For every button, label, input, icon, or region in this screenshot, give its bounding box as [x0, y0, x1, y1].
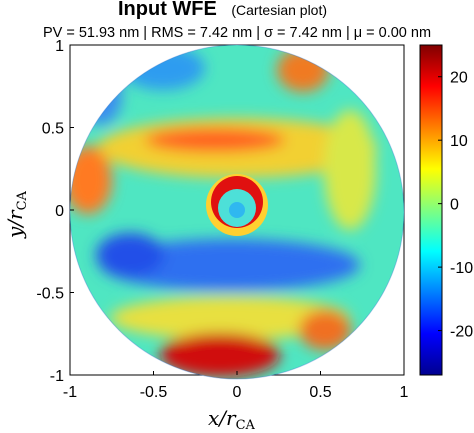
region-lower-left-blue	[96, 233, 164, 277]
colorbar-ticks: 20 10 0 -10 -20	[438, 70, 473, 341]
y-tick-label: -0.5	[36, 286, 64, 303]
colorbar-tick-label: 20	[450, 70, 468, 87]
chart-title: Input WFE (Cartesian plot)	[118, 0, 327, 20]
y-axis-ticks: 1 0.5 0 -0.5 -1	[36, 38, 74, 385]
disc-outline	[69, 44, 405, 380]
chart-subtitle: PV = 51.93 nm | RMS = 7.42 nm | σ = 7.42…	[43, 25, 431, 41]
region-upper-orange-arc	[145, 128, 285, 152]
region-lower-blue-band	[100, 239, 360, 291]
y-tick-label: 0.5	[42, 121, 64, 138]
y-tick-label: 0	[55, 203, 64, 220]
x-tick-label: 0	[233, 384, 242, 401]
y-axis-label: y/rCA	[3, 190, 30, 239]
region-lower-yellow	[110, 296, 350, 340]
x-tick-label: 0.5	[309, 384, 331, 401]
y-tick-label: -1	[50, 368, 64, 385]
y-tick-label: 1	[55, 38, 64, 55]
region-lower-right-orange	[299, 310, 351, 350]
central-ring-core	[229, 202, 245, 218]
colorbar-tick-label: 0	[450, 197, 459, 214]
colorbar-tick-label: -20	[450, 324, 473, 341]
x-axis-ticks: -1 -0.5 0 0.5 1	[63, 371, 409, 401]
colorbar-tick-label: 10	[450, 133, 468, 150]
region-lower-edge	[160, 333, 280, 377]
x-axis-label: x/rCA	[208, 406, 256, 433]
x-tick-label: -1	[63, 384, 77, 401]
wavefront-map	[70, 45, 404, 379]
x-tick-label: 1	[400, 384, 409, 401]
region-right-yellow	[324, 110, 376, 230]
colorbar	[419, 44, 443, 376]
x-tick-label: -0.5	[140, 384, 168, 401]
colorbar-tick-label: -10	[450, 260, 473, 277]
